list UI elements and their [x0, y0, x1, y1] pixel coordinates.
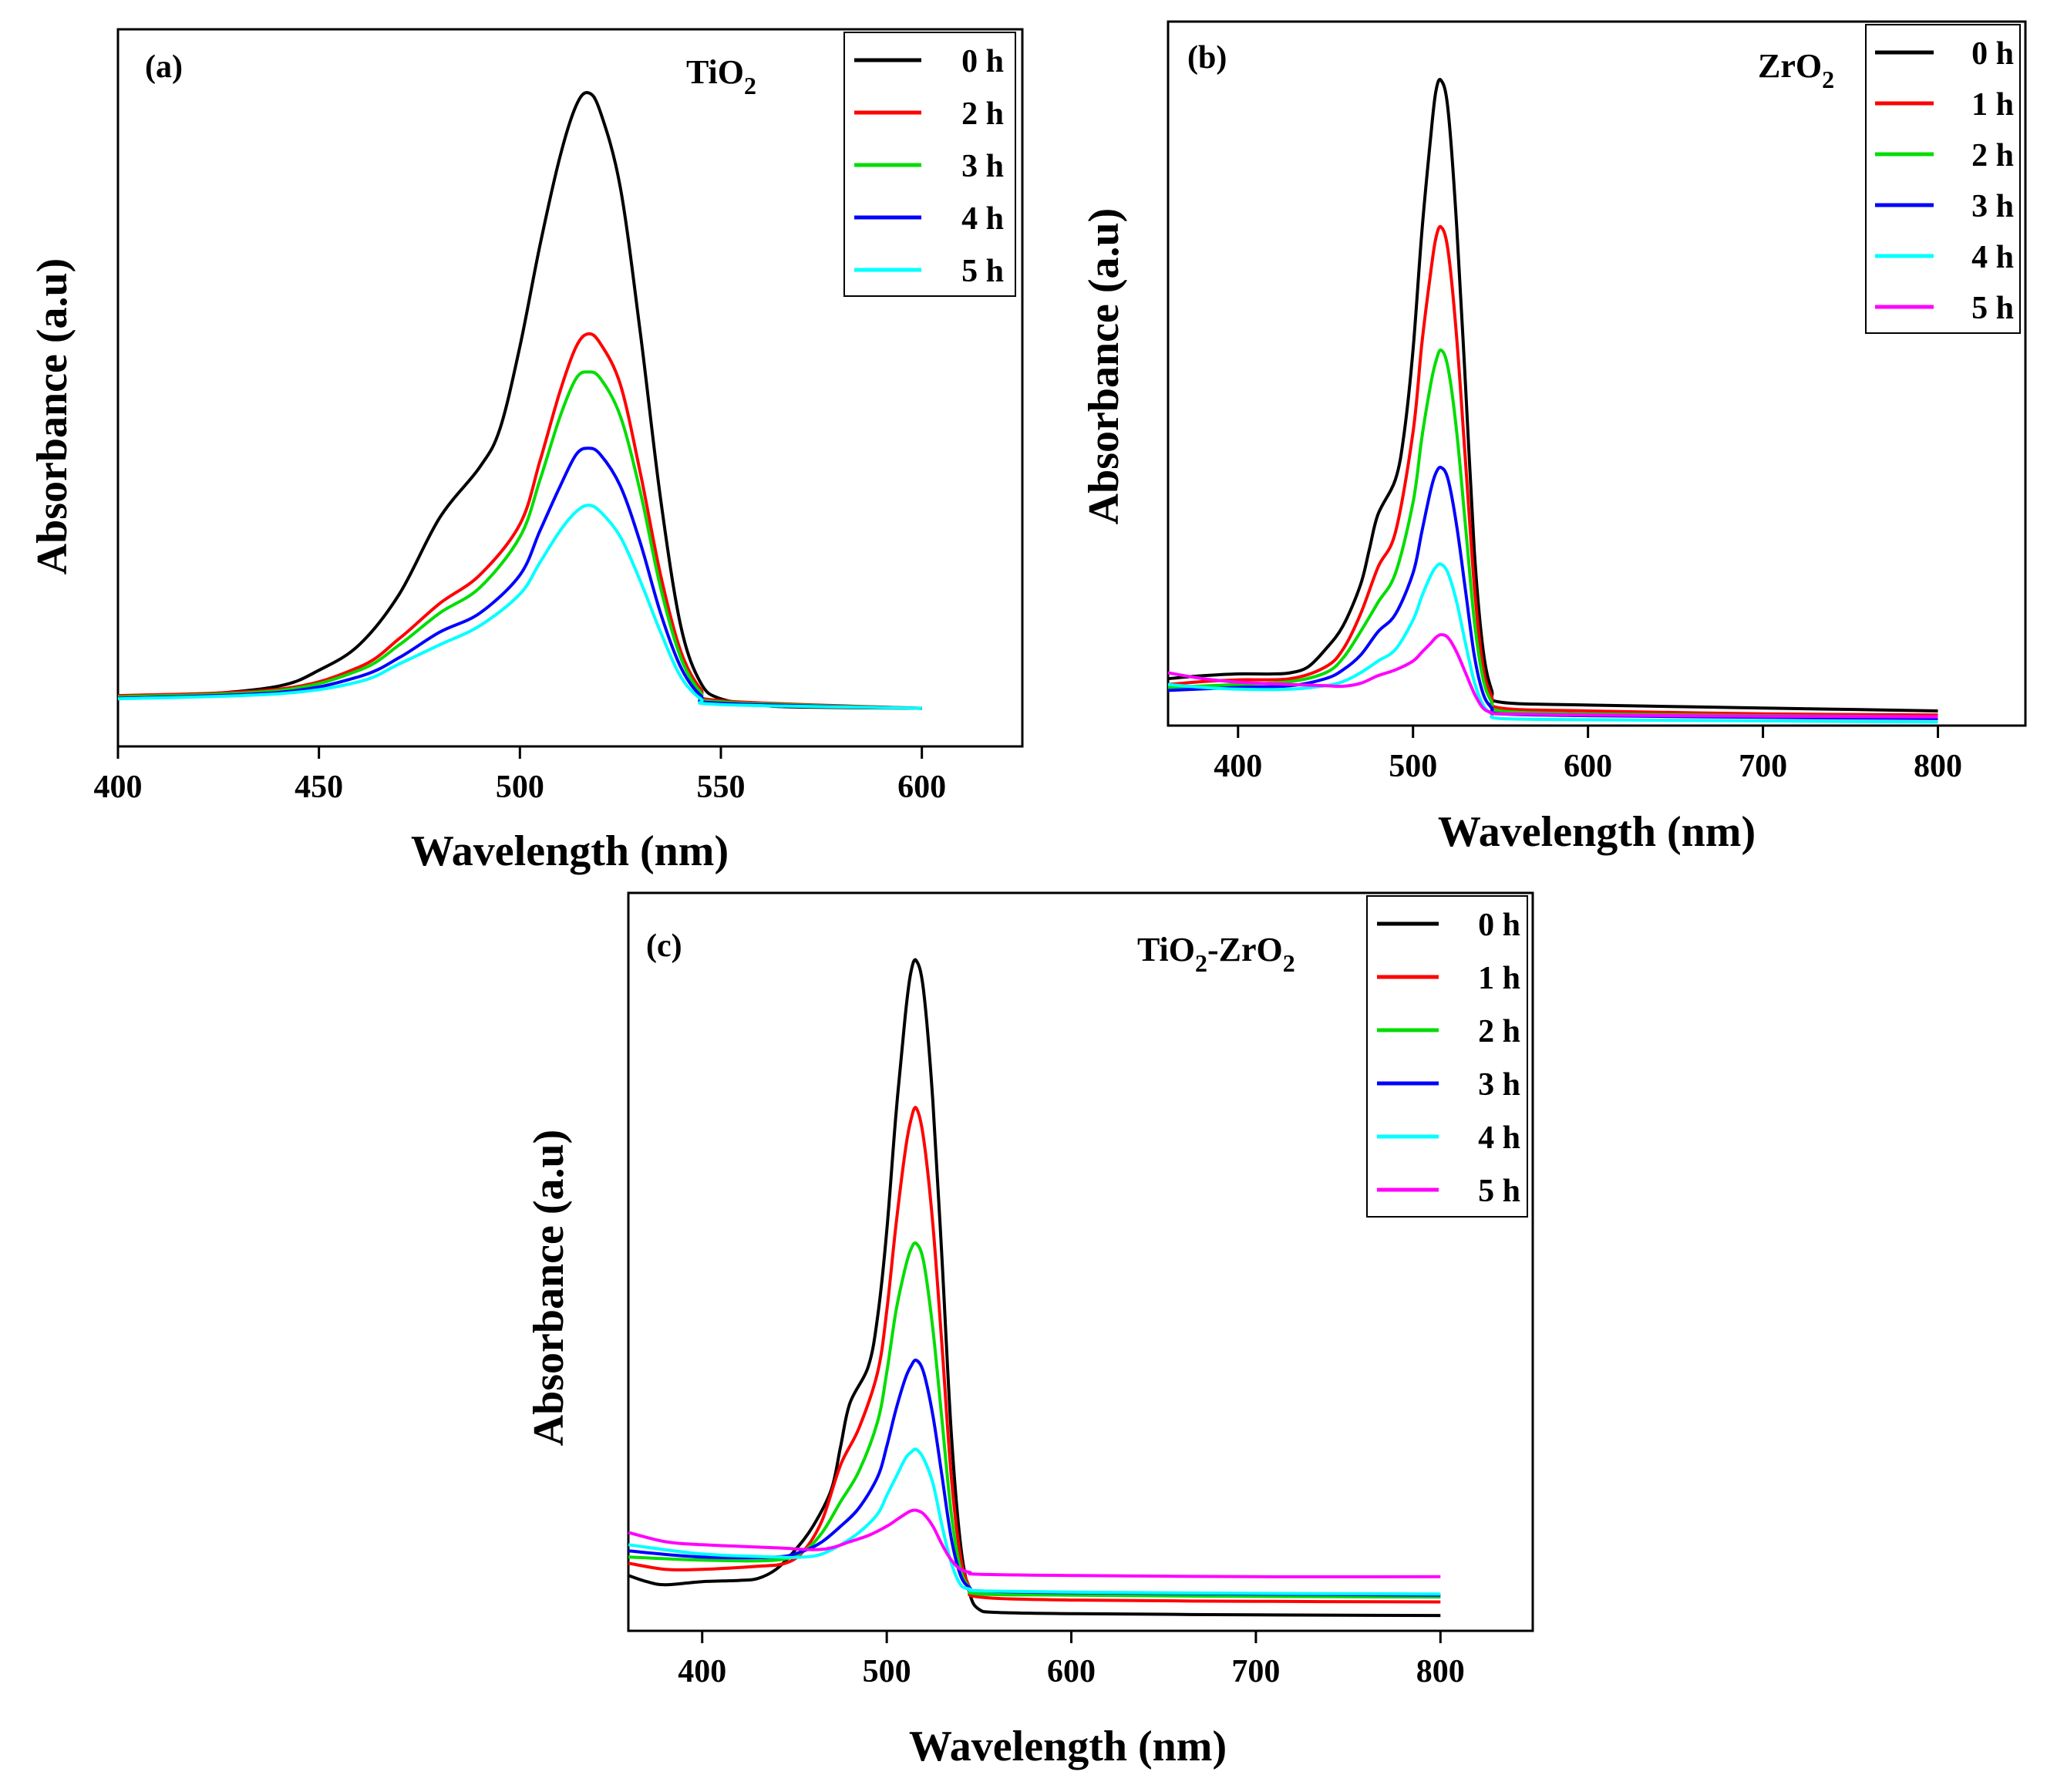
- legend-label: 0 h: [1478, 908, 1520, 943]
- x-axis-title: Wavelength (nm): [411, 827, 729, 875]
- x-tick-label: 800: [1914, 749, 1962, 784]
- plot-frame: [1167, 20, 2027, 727]
- series-line-1h: [628, 1106, 1441, 1604]
- series-line-1h: [1167, 224, 1938, 717]
- x-tick-label: 700: [1739, 749, 1787, 784]
- x-tick-label: 500: [1389, 749, 1437, 784]
- legend: 0 h 1 h 2 h 3 h 4 h 5 h: [1865, 24, 2021, 334]
- panel-label: (a): [145, 49, 183, 85]
- legend-box: [1865, 24, 2021, 334]
- series-line-4h: [1167, 562, 1938, 724]
- legend-label: 0 h: [1971, 36, 2014, 72]
- legend-label: 1 h: [1971, 87, 2014, 123]
- x-ticks: 400 450 500 550 600: [94, 746, 946, 805]
- x-tick-label: 700: [1231, 1654, 1280, 1689]
- material-label: TiO2-ZrO2: [1137, 931, 1295, 977]
- legend: 0 h 2 h 3 h 4 h 5 h: [843, 32, 1016, 297]
- legend-label: 5 h: [1478, 1174, 1520, 1209]
- x-tick-label: 400: [678, 1654, 726, 1689]
- x-axis-title: Wavelength (nm): [909, 1723, 1227, 1770]
- series-line-5h: [628, 1508, 1441, 1578]
- panel-label: (b): [1187, 40, 1227, 76]
- x-tick-label: 600: [1564, 749, 1612, 784]
- plot-frame: [116, 28, 1024, 748]
- legend-items: 0 h 2 h 3 h 4 h 5 h: [854, 44, 1004, 289]
- legend-label: 3 h: [961, 149, 1004, 184]
- legend-label: 5 h: [1971, 291, 2014, 326]
- legend-label: 4 h: [1478, 1120, 1520, 1156]
- series-lines: [1167, 78, 1938, 724]
- series-line-2h: [628, 1241, 1441, 1599]
- x-tick-label: 600: [1047, 1654, 1096, 1689]
- legend-box: [1366, 895, 1528, 1218]
- series-lines: [117, 91, 922, 710]
- series-line-2h: [117, 332, 922, 710]
- x-tick-label: 400: [1214, 749, 1262, 784]
- legend-label: 3 h: [1971, 189, 2014, 224]
- legend-items: 0 h 1 h 2 h 3 h 4 h 5 h: [1377, 908, 1520, 1209]
- x-tick-label: 550: [697, 770, 746, 805]
- material-label: TiO2: [686, 53, 756, 99]
- legend-label: 1 h: [1478, 961, 1520, 996]
- series-line-3h: [117, 370, 922, 710]
- x-tick-label: 500: [863, 1654, 911, 1689]
- y-axis-title: Absorbance (a.u): [1080, 208, 1128, 525]
- series-line-0h: [1167, 78, 1938, 712]
- legend-items: 0 h 1 h 2 h 3 h 4 h 5 h: [1875, 36, 2014, 326]
- x-tick-label: 450: [295, 770, 343, 805]
- panel-label: (c): [646, 928, 682, 964]
- series-line-4h: [628, 1447, 1441, 1596]
- chart-panel-b: 400 500 600 700 800 (b) ZrO2 Wavelength (nm)…: [1080, 20, 2027, 856]
- y-axis-title: Absorbance (a.u): [525, 1130, 573, 1447]
- legend-label: 5 h: [961, 254, 1004, 289]
- x-axis-title: Wavelength (nm): [1438, 808, 1756, 856]
- series-line-2h: [1167, 349, 1938, 719]
- material-label: ZrO2: [1758, 47, 1834, 93]
- series-line-5h: [1167, 633, 1938, 719]
- legend-label: 0 h: [961, 44, 1004, 79]
- series-line-0h: [117, 91, 922, 710]
- x-tick-label: 500: [496, 770, 544, 805]
- x-ticks: 400 500 600 700 800: [678, 1631, 1465, 1689]
- x-tick-label: 400: [94, 770, 143, 805]
- y-axis-title: Absorbance (a.u): [29, 258, 76, 575]
- legend-label: 4 h: [1971, 240, 2014, 275]
- chart-panel-a: 400 450 500 550 600 (a) TiO2 Wavelength (nm)…: [29, 28, 1024, 875]
- legend-label: 3 h: [1478, 1067, 1520, 1103]
- x-ticks: 400 500 600 700 800: [1214, 726, 1962, 784]
- chart-panel-c: 400 500 600 700 800 (c) TiO2-ZrO2 Wavelength…: [525, 891, 1534, 1770]
- plot-frame: [627, 891, 1534, 1632]
- legend-label: 2 h: [961, 96, 1004, 132]
- series-line-0h: [628, 958, 1441, 1618]
- series-line-4h: [117, 446, 922, 710]
- series-lines: [628, 958, 1441, 1618]
- legend-label: 4 h: [961, 201, 1004, 237]
- x-tick-label: 800: [1416, 1654, 1465, 1689]
- series-line-5h: [117, 504, 922, 710]
- legend: 0 h 1 h 2 h 3 h 4 h 5 h: [1366, 895, 1528, 1218]
- x-tick-label: 600: [897, 770, 946, 805]
- legend-label: 2 h: [1971, 138, 2014, 173]
- legend-label: 2 h: [1478, 1014, 1520, 1049]
